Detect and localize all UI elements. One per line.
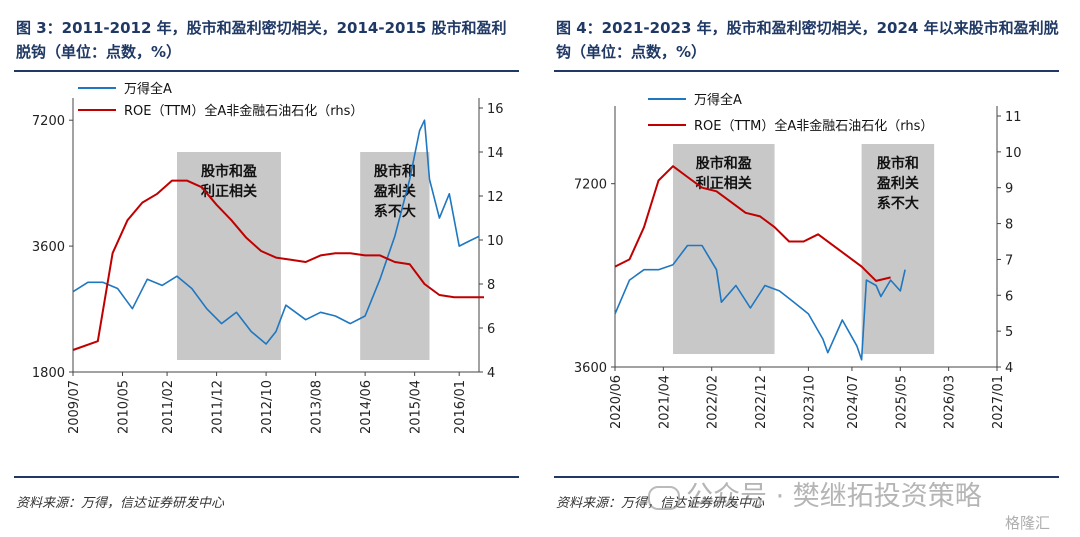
legend-label: ROE（TTM）全A非金融石油石化（rhs） xyxy=(124,103,363,119)
x-tick-label: 2011/12 xyxy=(211,380,226,434)
shaded-period-label-line: 股市和 xyxy=(374,163,416,180)
series-line-wind-all-a xyxy=(72,119,480,345)
y-right-tick-label: 8 xyxy=(1005,218,1013,233)
series-line-roe xyxy=(614,165,891,282)
x-tick-label: 2016/01 xyxy=(453,380,468,434)
y-left-tick-label: 7200 xyxy=(574,178,607,193)
y-right-tick-label: 14 xyxy=(487,146,504,161)
watermark-badge: 格隆汇 xyxy=(1005,514,1051,532)
shaded-period-label-line: 系不大 xyxy=(877,195,919,212)
y-right-tick-label: 4 xyxy=(1005,361,1013,376)
legend-label: ROE（TTM）全A非金融石油石化（rhs） xyxy=(694,118,933,134)
x-tick-label: 2024/07 xyxy=(846,375,861,429)
shaded-period-label-line: 盈利关 xyxy=(373,183,416,200)
figure-4-panel: 图 4：2021-2023 年，股市和盈利密切相关，2024 年以来股市和盈利脱… xyxy=(540,0,1080,537)
figure-3-source: 资料来源：万得，信达证券研发中心 xyxy=(16,496,225,511)
x-tick-label: 2014/06 xyxy=(359,380,374,434)
y-right-tick-label: 6 xyxy=(1005,289,1013,304)
shaded-period-label: 股市和盈利关系不大 xyxy=(876,155,919,212)
shaded-period-label: 股市和盈利关系不大 xyxy=(373,163,416,220)
figure-3-bottom-rule xyxy=(14,476,519,478)
wechat-icon xyxy=(648,485,680,510)
shaded-period-label-line: 盈利关 xyxy=(876,175,919,192)
y-right-tick-label: 10 xyxy=(487,234,504,249)
figure-4-top-rule xyxy=(554,70,1059,72)
x-tick-label: 2020/06 xyxy=(609,375,624,429)
figure-4-bottom-rule xyxy=(554,476,1059,478)
x-tick-label: 2013/08 xyxy=(310,380,325,434)
y-left-tick-label: 3600 xyxy=(574,361,607,376)
x-tick-label: 2012/10 xyxy=(260,380,275,434)
legend-label: 万得全A xyxy=(124,81,172,97)
x-tick-label: 2015/04 xyxy=(409,380,424,434)
y-right-tick-label: 5 xyxy=(1005,325,1013,340)
y-right-tick-label: 8 xyxy=(487,278,495,293)
shaded-period-label-line: 利正相关 xyxy=(201,183,257,200)
y-right-tick-label: 16 xyxy=(487,102,504,117)
y-right-tick-label: 10 xyxy=(1005,146,1022,161)
series-line-roe xyxy=(72,179,484,351)
x-tick-label: 2025/05 xyxy=(894,375,909,429)
watermark-text: 公众号 · 樊继拓投资策略 xyxy=(686,481,982,512)
x-tick-label: 2023/10 xyxy=(802,375,817,429)
figure-3-chart: 股市和盈利正相关 股市和盈利关系不大 1800 3600 7200 4 6 8 10 12 14 16… xyxy=(32,81,504,434)
x-tick-label: 2021/04 xyxy=(657,375,672,429)
legend-label: 万得全A xyxy=(694,92,742,108)
y-right-tick-label: 9 xyxy=(1005,182,1013,197)
shaded-period-label-line: 股市和 xyxy=(877,155,919,172)
figure-4-title: 图 4：2021-2023 年，股市和盈利密切相关，2024 年以来股市和盈利脱… xyxy=(556,19,1059,61)
figure-4-chart: 股市和盈利正相关 股市和盈利关系不大 3600 7200 4 5 6 7 8 9 10 11 2020/… xyxy=(574,92,1022,429)
y-left-tick-label: 3600 xyxy=(32,240,65,255)
figure-3-panel: 图 3：2011-2012 年，股市和盈利密切相关，2014-2015 股市和盈… xyxy=(14,19,519,511)
x-tick-label: 2022/12 xyxy=(754,375,769,429)
x-tick-label: 2010/05 xyxy=(117,380,132,434)
figure-3-title: 图 3：2011-2012 年，股市和盈利密切相关，2014-2015 股市和盈… xyxy=(16,19,507,61)
y-right-tick-label: 7 xyxy=(1005,253,1013,268)
shaded-period-label-line: 系不大 xyxy=(374,203,416,220)
series-line-wind-all-a xyxy=(614,244,906,361)
shaded-period xyxy=(861,144,935,354)
y-right-tick-label: 11 xyxy=(1005,110,1022,125)
x-tick-label: 2026/03 xyxy=(943,375,958,429)
shaded-period-label-line: 股市和盈 xyxy=(201,163,257,180)
x-tick-label: 2009/07 xyxy=(67,380,82,434)
y-left-tick-label: 7200 xyxy=(32,114,65,129)
y-right-tick-label: 4 xyxy=(487,366,495,381)
x-tick-label: 2011/02 xyxy=(161,380,176,434)
shaded-period-label-line: 利正相关 xyxy=(696,175,752,192)
x-tick-label: 2027/01 xyxy=(991,375,1006,429)
watermark: 公众号 · 樊继拓投资策略 xyxy=(648,474,982,513)
x-tick-label: 2022/02 xyxy=(706,375,721,429)
shaded-period-label: 股市和盈利正相关 xyxy=(201,163,257,200)
figure-4-source: 资料来源：万得，信达证券研发中心 xyxy=(556,496,765,511)
shaded-period-label: 股市和盈利正相关 xyxy=(696,155,752,192)
y-left-tick-label: 1800 xyxy=(32,366,65,381)
y-right-tick-label: 6 xyxy=(487,322,495,337)
figure-3-top-rule xyxy=(14,70,519,72)
y-right-tick-label: 12 xyxy=(487,190,504,205)
shaded-period xyxy=(176,152,281,360)
shaded-period-label-line: 股市和盈 xyxy=(696,155,752,172)
